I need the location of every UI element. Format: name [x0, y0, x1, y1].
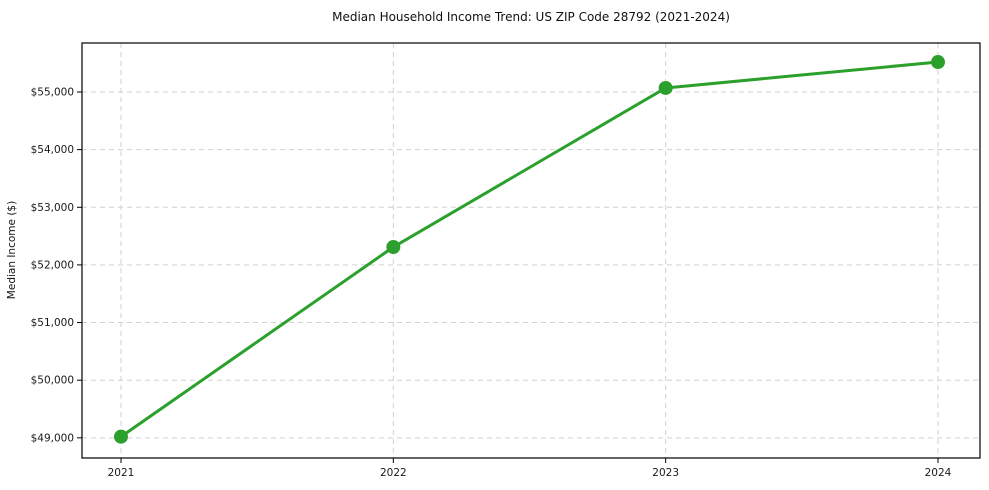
y-tick-label: $51,000	[31, 317, 74, 329]
data-point-2023	[658, 80, 673, 95]
y-tick-label: $52,000	[31, 259, 74, 271]
y-tick-label: $53,000	[31, 202, 74, 214]
y-tick-label: $50,000	[31, 375, 74, 387]
y-axis-label: Median Income ($)	[6, 201, 18, 299]
x-tick-label: 2021	[108, 467, 135, 479]
x-tick-label: 2024	[925, 467, 952, 479]
data-point-2024	[931, 55, 945, 70]
x-tick-label: 2022	[380, 467, 407, 479]
plot-border	[81, 42, 981, 459]
y-tick-label: $49,000	[31, 432, 74, 444]
income-trend-line	[119, 60, 940, 439]
chart-title: Median Household Income Trend: US ZIP Co…	[332, 10, 730, 24]
data-point-2022	[386, 240, 401, 255]
data-point-2021	[114, 429, 128, 444]
y-tick-label: $55,000	[31, 86, 74, 98]
x-tick-label: 2023	[652, 467, 679, 479]
plot-area: $49,000 $50,000 $51,000 $52,000 $53,000 $54,0…	[31, 42, 981, 479]
y-tick-label: $54,000	[31, 144, 74, 156]
